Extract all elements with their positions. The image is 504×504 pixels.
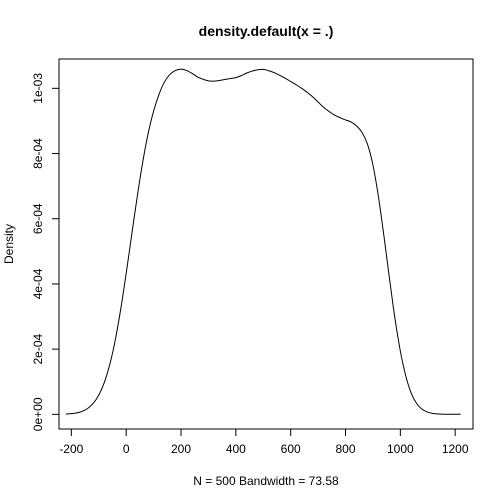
y-tick-label: 1e-03 — [31, 73, 45, 104]
y-tick-label: 6e-04 — [31, 203, 45, 234]
y-tick-label: 8e-04 — [31, 138, 45, 169]
plot-frame — [58, 58, 474, 430]
x-axis: -200 0 200 400 600 800 1000 1200 — [59, 428, 469, 456]
density-curve — [65, 68, 461, 415]
chart-title: density.default(x = .) — [199, 23, 334, 39]
x-tick-label: 400 — [226, 442, 246, 456]
x-tick-label: 1000 — [387, 442, 414, 456]
x-tick-label: 1200 — [442, 442, 469, 456]
y-tick-label: 4e-04 — [31, 268, 45, 299]
x-tick-label: 200 — [171, 442, 191, 456]
x-tick-label: -200 — [59, 442, 83, 456]
x-tick-label: 800 — [335, 442, 355, 456]
x-axis-label: N = 500 Bandwidth = 73.58 — [193, 474, 339, 488]
x-tick-label: 600 — [281, 442, 301, 456]
y-tick-label: 2e-04 — [31, 333, 45, 364]
x-tick-label: 0 — [123, 442, 130, 456]
y-axis-label: Density — [2, 224, 16, 264]
y-axis: 0e+00 2e-04 4e-04 6e-04 8e-04 1e-03 — [31, 73, 60, 431]
y-tick-label: 0e+00 — [31, 397, 45, 431]
